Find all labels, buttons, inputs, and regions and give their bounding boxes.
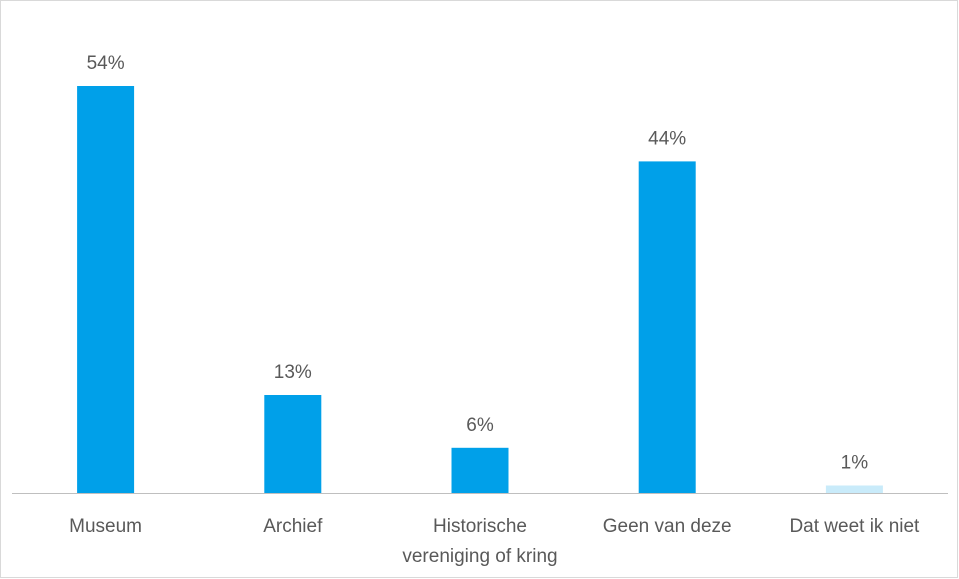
data-label-0: 54% [87, 53, 125, 74]
bar-1 [264, 395, 322, 493]
category-label-0: Museum [69, 516, 142, 537]
bar-2 [451, 447, 509, 493]
category-label-2-line-1: vereniging of kring [402, 546, 557, 567]
category-label-4: Dat weet ik niet [789, 516, 920, 537]
data-label-4: 1% [841, 453, 869, 474]
bar-3 [638, 161, 696, 493]
bar-0 [77, 86, 135, 493]
bar-4 [825, 485, 883, 493]
category-label-2-line-0: Historische [433, 516, 527, 537]
data-label-3: 44% [648, 128, 686, 149]
data-label-2: 6% [466, 415, 494, 436]
category-label-3: Geen van deze [603, 516, 732, 537]
data-label-1: 13% [274, 362, 312, 383]
category-label-1: Archief [263, 516, 323, 537]
